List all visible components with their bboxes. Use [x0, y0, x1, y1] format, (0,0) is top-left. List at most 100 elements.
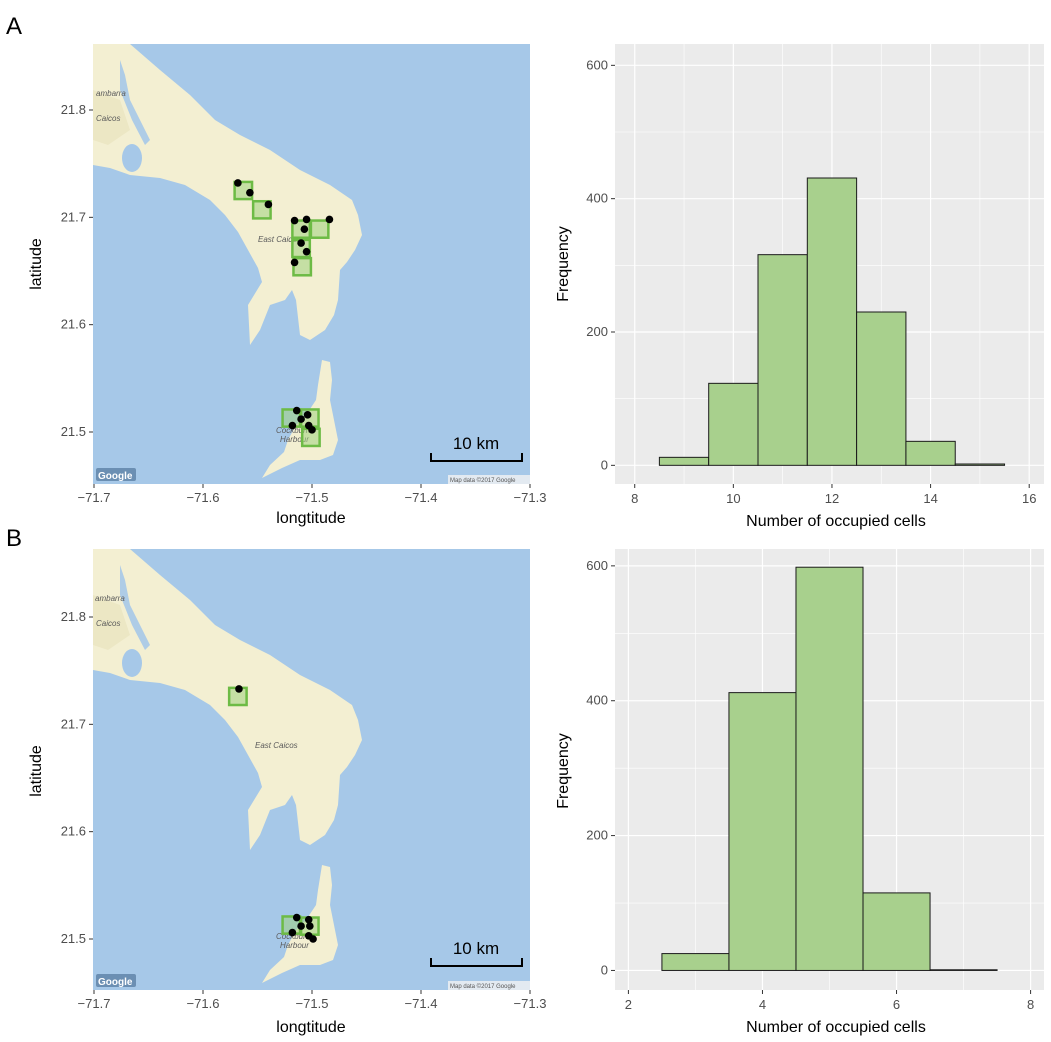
occurrence-point	[304, 915, 313, 924]
occurrence-points-b	[235, 685, 317, 943]
x-tick-label: −71.4	[405, 490, 438, 505]
occurrence-point	[306, 922, 314, 930]
occupied-cell	[309, 219, 330, 239]
panel-a: A ambarra Caicos	[6, 13, 1044, 530]
place-label-east-caicos: East Caicos	[255, 741, 298, 750]
occurrence-points-a	[234, 179, 334, 434]
histogram-bar	[658, 456, 710, 466]
svg-text:Google: Google	[98, 471, 133, 482]
occurrence-point	[235, 685, 243, 693]
histogram-panel-a: 8 10 12 14 16 0 200 400 600 Number of occupied c…	[555, 44, 1044, 530]
y-tick-label: 600	[586, 558, 608, 573]
occurrence-point	[308, 426, 316, 434]
x-tick-label: −71.7	[78, 996, 111, 1011]
google-logo-b: Google	[96, 974, 136, 988]
panel-b: B ambarra Caicos East Caicos Cockburn Ha…	[6, 525, 1044, 1036]
occurrence-point	[288, 928, 297, 937]
map-xlabel-a: longtitude	[276, 510, 345, 527]
y-tick-label: 200	[586, 828, 608, 843]
y-tick-label: 21.8	[61, 102, 86, 117]
histogram-bar	[862, 892, 931, 971]
occurrence-point	[234, 179, 242, 187]
occurrence-point	[297, 415, 305, 423]
histogram-axes-b: 2 4 6 8 0 200 400 600	[586, 558, 1034, 1012]
x-tick-label: 10	[726, 491, 740, 506]
x-tick-label: 6	[893, 997, 900, 1012]
y-tick-label: 21.7	[61, 209, 86, 224]
map-attribution-b: Map data ©2017 Google	[450, 983, 516, 990]
histogram-xlabel-b: Number of occupied cells	[746, 1019, 926, 1036]
map-ylabel-a: latitude	[28, 238, 45, 290]
x-tick-label: 12	[825, 491, 839, 506]
y-tick-label: 21.6	[61, 824, 86, 839]
histogram-ylabel-a: Frequency	[555, 226, 572, 302]
map-attribution-a: Map data ©2017 Google	[450, 477, 516, 484]
place-label-cockburn: Cockburn	[276, 426, 311, 435]
x-tick-label: −71.4	[405, 996, 438, 1011]
y-tick-label: 400	[586, 693, 608, 708]
x-tick-label: 4	[759, 997, 766, 1012]
google-logo-a: Google	[96, 468, 136, 482]
map-panel-b: ambarra Caicos East Caicos Cockburn Harb…	[28, 549, 546, 1036]
y-tick-label: 200	[586, 324, 608, 339]
map-xlabel-b: longtitude	[276, 1019, 345, 1036]
svg-text:Google: Google	[98, 977, 133, 988]
y-tick-label: 0	[601, 457, 608, 472]
occurrence-point	[297, 922, 305, 930]
y-tick-label: 21.8	[61, 609, 86, 624]
scale-bar-label-a: 10 km	[453, 434, 499, 453]
x-tick-label: 8	[1027, 997, 1034, 1012]
y-tick-label: 0	[601, 962, 608, 977]
occurrence-point	[292, 406, 301, 415]
place-label-cockburn: Cockburn	[276, 932, 311, 941]
occurrence-point	[290, 258, 299, 267]
histogram-bar	[795, 566, 864, 971]
histogram-bar	[708, 382, 759, 466]
x-tick-label: −71.5	[296, 996, 329, 1011]
y-tick-label: 21.6	[61, 317, 86, 332]
histogram-bar	[806, 177, 858, 466]
land	[93, 549, 362, 983]
occurrence-point	[292, 913, 301, 922]
scale-bar-label-b: 10 km	[453, 939, 499, 958]
y-tick-label: 21.5	[61, 424, 86, 439]
x-tick-label: 16	[1022, 491, 1036, 506]
histogram-bar	[905, 440, 956, 466]
place-label-ambarra: ambarra	[96, 89, 126, 98]
x-tick-label: −71.3	[514, 996, 547, 1011]
occurrence-point	[302, 247, 311, 256]
x-tick-label: −71.6	[187, 996, 220, 1011]
map-ylabel-b: latitude	[28, 745, 45, 797]
place-label-harbour: Harbour	[280, 435, 309, 444]
x-tick-label: −71.6	[187, 490, 220, 505]
x-tick-label: −71.7	[78, 490, 111, 505]
histogram-xlabel-a: Number of occupied cells	[746, 513, 926, 530]
y-tick-label: 21.5	[61, 931, 86, 946]
histogram-bar	[954, 463, 1006, 466]
x-tick-label: −71.5	[296, 490, 329, 505]
histogram-axes-a: 8 10 12 14 16 0 200 400 600	[586, 57, 1036, 506]
occurrence-point	[288, 421, 297, 430]
bars-b	[661, 566, 998, 971]
occurrence-point	[246, 188, 254, 197]
histogram-bar	[757, 254, 808, 466]
map-panel-a: ambarra Caicos East Caicos Cockburn Harb…	[28, 44, 546, 527]
place-label-harbour: Harbour	[280, 941, 309, 950]
y-tick-label: 600	[586, 57, 608, 72]
occurrence-point	[290, 216, 299, 225]
y-tick-label: 21.7	[61, 716, 86, 731]
scale-bar-b: 10 km	[430, 939, 523, 967]
place-label-caicos: Caicos	[96, 114, 120, 123]
x-tick-label: 8	[631, 491, 638, 506]
y-tick-label: 400	[586, 191, 608, 206]
panel-label-a: A	[6, 13, 22, 40]
bars-a	[658, 177, 1006, 466]
occurrence-point	[264, 200, 273, 209]
occurrence-point	[302, 215, 311, 224]
scale-bar-a: 10 km	[430, 434, 523, 462]
x-tick-label: −71.3	[514, 490, 547, 505]
x-tick-label: 2	[625, 997, 632, 1012]
place-label-caicos: Caicos	[96, 619, 120, 628]
